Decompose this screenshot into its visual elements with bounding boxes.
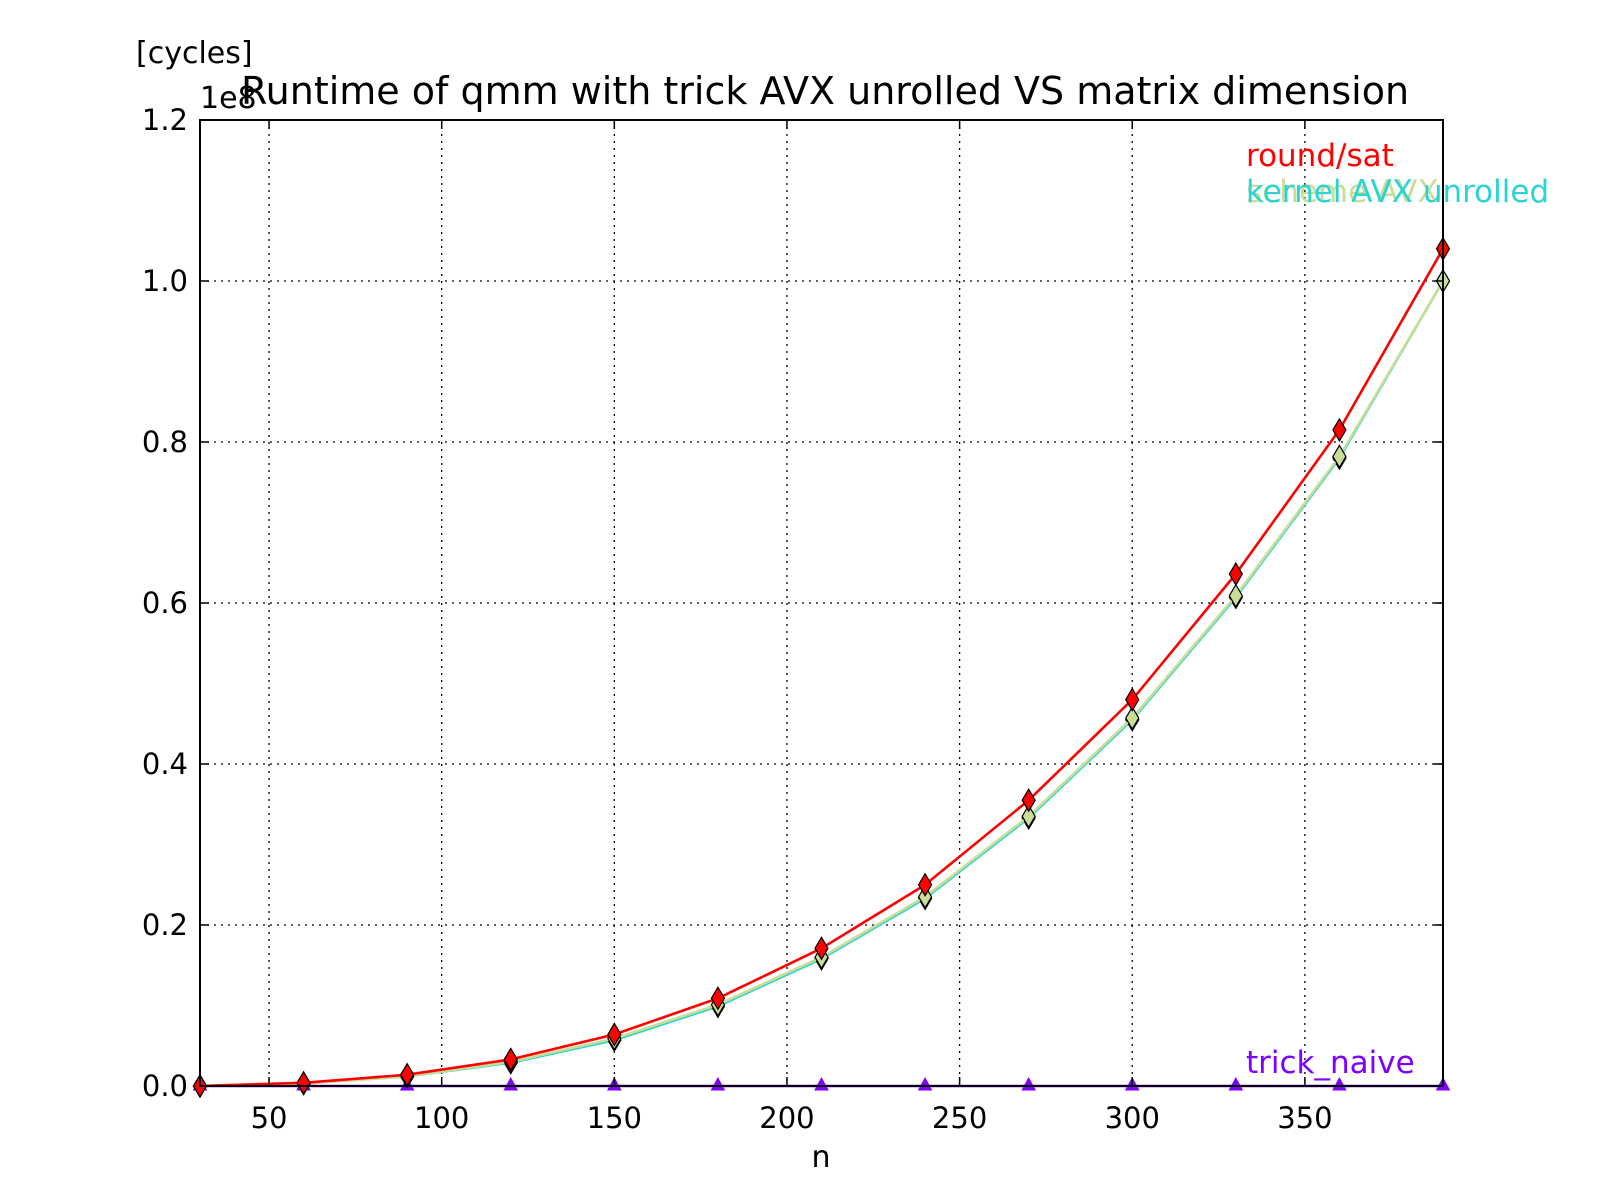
data-point-round-sat: [1228, 561, 1244, 587]
series-group: [192, 236, 1451, 1098]
x-tick-label: 350: [1277, 1101, 1332, 1135]
y-tick-label: 1.2: [142, 103, 188, 137]
data-point-round-sat: [917, 872, 933, 897]
x-tick-label: 50: [251, 1101, 288, 1135]
y-tick-label: 0.2: [142, 908, 188, 942]
data-point-trick-naive: [1228, 1076, 1244, 1091]
data-point-round-sat: [1021, 788, 1036, 813]
data-point-round-sat: [607, 1022, 622, 1047]
series-label-kernel-avx-unrolled: kernel AVX unrolled: [1246, 174, 1549, 210]
x-axis-label: n: [811, 1140, 830, 1175]
series-round-sat: [192, 236, 1451, 1098]
grid: [200, 119, 1443, 1087]
series-scheme-avx: [192, 268, 1451, 1098]
series-label-trick-naive: trick_naive: [1246, 1045, 1415, 1081]
data-point-scheme-avx: [1125, 705, 1140, 731]
data-point-round-sat: [710, 986, 726, 1011]
x-tick-label: 200: [759, 1101, 814, 1135]
x-tick-label: 250: [932, 1101, 987, 1135]
y-tick-label: 0.6: [142, 586, 188, 620]
y-tick-label: 1.0: [142, 264, 188, 298]
y-tick-label: 0.4: [142, 747, 188, 781]
y-axis-label: [cycles]: [136, 36, 253, 71]
x-tick-label: 300: [1105, 1101, 1160, 1135]
y-tick-label: 0.8: [142, 425, 188, 459]
y-tick-label: 0.0: [142, 1069, 188, 1103]
data-point-trick-naive: [1021, 1076, 1037, 1091]
series-kernel-avx-unrolled: [192, 268, 1451, 1098]
data-point-trick-naive: [917, 1076, 933, 1091]
plot-area: [192, 236, 1451, 1098]
x-tick-label: 150: [587, 1101, 642, 1135]
axis-ticks: 50 100 150 200 250 300 350 0.0 0.2 0.4 0.6 0.8 1.0 1.…: [142, 103, 1443, 1135]
data-point-scheme-avx: [1021, 804, 1036, 829]
series-label-round-sat: round/sat: [1246, 138, 1394, 174]
y-axis-multiplier: 1e8: [200, 81, 257, 116]
data-point-trick-naive: [814, 1076, 829, 1091]
data-point-round-sat: [1332, 417, 1347, 443]
data-point-round-sat: [503, 1047, 518, 1072]
data-point-round-sat: [814, 936, 829, 961]
data-point-round-sat: [1125, 687, 1140, 712]
data-point-trick-naive: [503, 1076, 519, 1091]
data-point-round-sat: [399, 1062, 415, 1087]
data-point-round-sat: [296, 1070, 311, 1095]
data-point-trick-naive: [710, 1076, 726, 1091]
chart-title: Runtime of qmm with trick AVX unrolled V…: [241, 69, 1409, 113]
data-point-scheme-avx: [1332, 444, 1347, 469]
x-tick-label: 100: [414, 1101, 469, 1135]
data-point-scheme-avx: [1228, 583, 1244, 608]
series-label-scheme-avx: scheme AVX: [1246, 174, 1439, 210]
